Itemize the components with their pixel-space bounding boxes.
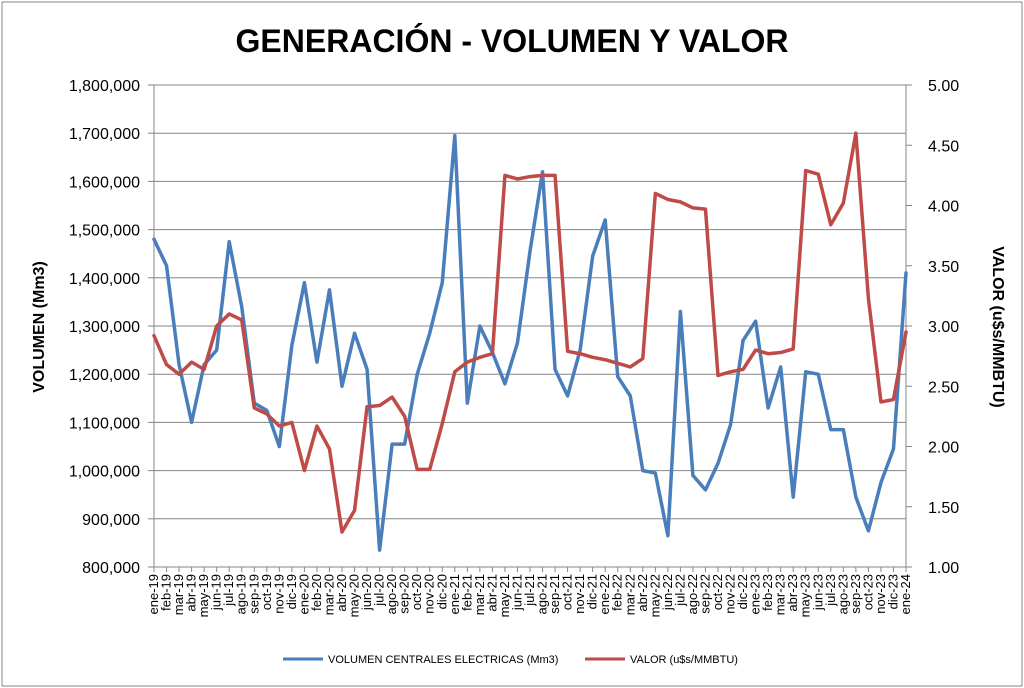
x-tick-label: jul-22 — [672, 574, 687, 607]
y-tick-label: 1,000,000 — [69, 464, 140, 481]
y2-tick-label: 3.50 — [928, 259, 959, 276]
y-axis-ticks: 800,000 900,000 1,000,000 1,100,000 1,200,00… — [69, 78, 154, 577]
x-tick-label: mar-23 — [773, 574, 788, 615]
x-tick-label: ago-22 — [685, 574, 700, 614]
x-tick-label: dic-21 — [585, 574, 600, 609]
x-tick-label: may-21 — [497, 574, 512, 617]
x-tick-label: oct-21 — [560, 574, 575, 610]
x-tick-label: dic-19 — [284, 574, 299, 609]
x-tick-label: dic-23 — [885, 574, 900, 609]
series-line-valor — [152, 131, 908, 534]
x-tick-label: feb-22 — [610, 574, 625, 611]
legend-label-volumen: VOLUMEN CENTRALES ELECTRICAS (Mm3) — [328, 654, 558, 666]
legend-label-valor: VALOR (u$s/MMBTU) — [630, 654, 738, 666]
x-tick-label: sep-20 — [397, 574, 412, 614]
y-tick-label: 1,500,000 — [69, 223, 140, 240]
y-tick-label: 1,700,000 — [69, 126, 140, 143]
x-tick-label: oct-19 — [259, 574, 274, 610]
x-tick-label: ene-23 — [748, 574, 763, 614]
x-axis-ticks: ene-19feb-19mar-19abr-19may-19jun-19jul-… — [146, 567, 913, 617]
y2-tick-label: 4.00 — [928, 199, 959, 216]
x-tick-label: jul-19 — [221, 574, 236, 607]
x-tick-label: nov-22 — [723, 574, 738, 614]
x-tick-label: abr-23 — [785, 574, 800, 612]
x-tick-label: sep-21 — [547, 574, 562, 614]
y-tick-label: 1,100,000 — [69, 415, 140, 432]
y-tick-label: 1,200,000 — [69, 367, 140, 384]
x-tick-label: may-20 — [347, 574, 362, 617]
x-tick-label: may-19 — [196, 574, 211, 617]
y-tick-label: 1,600,000 — [69, 174, 140, 191]
x-tick-label: mar-19 — [171, 574, 186, 615]
x-tick-label: jun-19 — [209, 574, 224, 611]
x-tick-label: nov-21 — [572, 574, 587, 614]
y2-tick-label: 2.50 — [928, 379, 959, 396]
x-tick-label: feb-20 — [309, 574, 324, 611]
x-tick-label: nov-20 — [422, 574, 437, 614]
x-tick-label: nov-23 — [873, 574, 888, 614]
x-tick-label: ene-21 — [447, 574, 462, 614]
series-line-volumen — [152, 133, 908, 552]
chart-title: GENERACIÓN - VOLUMEN Y VALOR — [236, 23, 789, 59]
y2-tick-label: 2.00 — [928, 440, 959, 457]
x-tick-label: oct-20 — [409, 574, 424, 610]
x-tick-label: oct-23 — [860, 574, 875, 610]
x-tick-label: feb-21 — [459, 574, 474, 611]
x-tick-label: abr-19 — [184, 574, 199, 612]
x-tick-label: ago-21 — [535, 574, 550, 614]
y2-axis-label: VALOR (u$s/MMBTU) — [989, 246, 1006, 407]
x-tick-label: jul-23 — [823, 574, 838, 607]
y-tick-label: 900,000 — [82, 512, 140, 529]
x-tick-label: feb-23 — [760, 574, 775, 611]
x-tick-label: nov-19 — [271, 574, 286, 614]
x-tick-label: ago-23 — [835, 574, 850, 614]
y-tick-label: 800,000 — [82, 560, 140, 577]
x-tick-label: ene-22 — [597, 574, 612, 614]
y2-tick-label: 4.50 — [928, 138, 959, 155]
y2-tick-label: 1.50 — [928, 500, 959, 517]
x-tick-label: may-23 — [798, 574, 813, 617]
series-lines — [152, 131, 908, 552]
x-tick-label: ene-24 — [898, 574, 913, 614]
x-tick-label: ago-19 — [234, 574, 249, 614]
y2-axis-ticks: 1.00 1.50 2.00 2.50 3.00 3.50 4.00 4.50 5.00 — [906, 78, 959, 577]
x-tick-label: mar-20 — [321, 574, 336, 615]
y2-tick-label: 3.00 — [928, 319, 959, 336]
x-tick-label: ene-20 — [296, 574, 311, 614]
x-tick-label: oct-22 — [710, 574, 725, 610]
x-tick-label: sep-19 — [246, 574, 261, 614]
x-tick-label: feb-19 — [159, 574, 174, 611]
y-axis-label: VOLUMEN (Mm3) — [31, 261, 48, 393]
x-tick-label: jul-21 — [522, 574, 537, 607]
x-tick-label: jun-21 — [509, 574, 524, 611]
x-tick-label: ene-19 — [146, 574, 161, 614]
legend: VOLUMEN CENTRALES ELECTRICAS (Mm3) VALOR… — [283, 654, 738, 666]
x-tick-label: jun-20 — [359, 574, 374, 611]
x-tick-label: dic-22 — [735, 574, 750, 609]
x-tick-label: jun-22 — [660, 574, 675, 611]
x-tick-label: sep-23 — [848, 574, 863, 614]
y-tick-label: 1,800,000 — [69, 78, 140, 95]
x-tick-label: mar-21 — [472, 574, 487, 615]
x-tick-label: dic-20 — [434, 574, 449, 609]
y2-tick-label: 5.00 — [928, 78, 959, 95]
x-tick-label: abr-20 — [334, 574, 349, 612]
x-tick-label: jun-23 — [810, 574, 825, 611]
x-tick-label: abr-22 — [635, 574, 650, 612]
x-tick-label: jul-20 — [372, 574, 387, 607]
x-tick-label: ago-20 — [384, 574, 399, 614]
y-tick-label: 1,400,000 — [69, 271, 140, 288]
x-tick-label: may-22 — [647, 574, 662, 617]
y-tick-label: 1,300,000 — [69, 319, 140, 336]
y2-tick-label: 1.00 — [928, 560, 959, 577]
x-tick-label: mar-22 — [622, 574, 637, 615]
x-tick-label: abr-21 — [484, 574, 499, 612]
x-tick-label: sep-22 — [697, 574, 712, 614]
